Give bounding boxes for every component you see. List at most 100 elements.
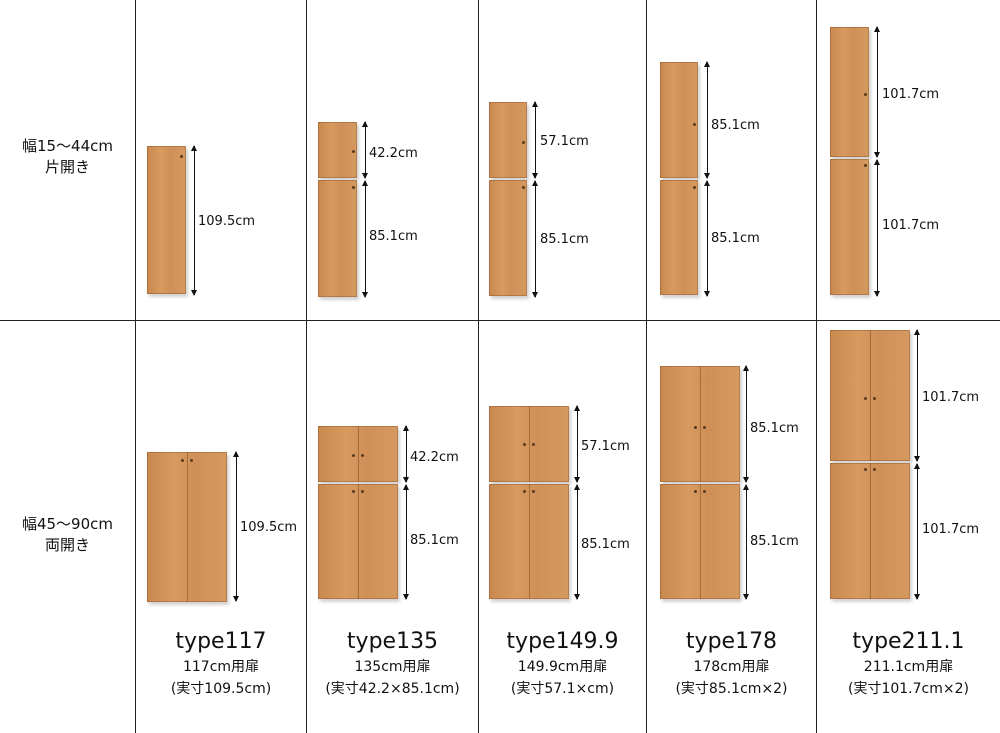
dimension-arrow bbox=[403, 425, 409, 483]
door-knob bbox=[181, 459, 184, 462]
door-knob bbox=[532, 443, 535, 446]
dimension-arrow bbox=[191, 145, 197, 296]
door-panel bbox=[318, 180, 357, 297]
dimension-label: 42.2cm bbox=[410, 450, 459, 466]
dimension-arrow bbox=[743, 484, 749, 600]
door-panel bbox=[830, 159, 869, 295]
door-knob bbox=[523, 490, 526, 493]
door-panel-pair bbox=[147, 452, 227, 602]
dimension-arrow bbox=[574, 405, 580, 483]
type-subtitle: 135cm用扉 bbox=[354, 659, 431, 675]
door-panel bbox=[830, 27, 869, 157]
type-name: type211.1 bbox=[852, 629, 965, 654]
door-panel bbox=[147, 146, 186, 294]
dimension-label: 57.1cm bbox=[581, 439, 630, 455]
door-knob bbox=[694, 490, 697, 493]
grid-divider bbox=[646, 0, 647, 733]
row-label-double: 幅45～90cm 両開き bbox=[0, 514, 135, 556]
door-knob bbox=[180, 155, 183, 158]
door-knob bbox=[864, 93, 867, 96]
grid-divider bbox=[478, 0, 479, 733]
type-actual-size: (実寸42.2×85.1cm) bbox=[325, 681, 460, 697]
type-name: type135 bbox=[346, 629, 439, 654]
dimension-label: 42.2cm bbox=[369, 146, 418, 162]
dimension-arrow bbox=[704, 180, 710, 297]
dimension-label: 85.1cm bbox=[711, 118, 760, 134]
dimension-arrow bbox=[362, 121, 368, 179]
door-knob bbox=[352, 150, 355, 153]
row-label-type: 片開き bbox=[44, 158, 90, 176]
type-actual-size: (実寸109.5cm) bbox=[170, 681, 272, 697]
dimension-arrow bbox=[914, 329, 920, 462]
dimension-label: 85.1cm bbox=[369, 229, 418, 245]
type-name: type178 bbox=[685, 629, 778, 654]
dimension-label: 85.1cm bbox=[750, 534, 799, 550]
door-panel-pair bbox=[318, 426, 398, 482]
dimension-label: 85.1cm bbox=[540, 232, 589, 248]
door-knob bbox=[361, 490, 364, 493]
door-panel bbox=[489, 180, 527, 296]
door-knob bbox=[703, 426, 706, 429]
door-panel bbox=[489, 102, 527, 178]
type-subtitle: 178cm用扉 bbox=[693, 659, 770, 675]
door-knob bbox=[864, 164, 867, 167]
type-caption: type178 178cm用扉 (実寸85.1cm×2) bbox=[647, 628, 816, 700]
door-knob bbox=[190, 459, 193, 462]
door-panel bbox=[318, 122, 357, 178]
dimension-arrow bbox=[403, 484, 409, 600]
door-panel bbox=[660, 180, 698, 295]
type-subtitle: 117cm用扉 bbox=[182, 659, 260, 675]
type-actual-size: (実寸85.1cm×2) bbox=[675, 681, 788, 697]
type-caption: type211.1 211.1cm用扉 (実寸101.7cm×2) bbox=[817, 628, 1000, 700]
dimension-label: 57.1cm bbox=[540, 134, 589, 150]
door-knob bbox=[522, 141, 525, 144]
door-knob bbox=[693, 123, 696, 126]
door-knob bbox=[703, 490, 706, 493]
dimension-arrow bbox=[574, 484, 580, 600]
door-knob bbox=[693, 186, 696, 189]
door-panel-pair bbox=[318, 484, 398, 599]
dimension-arrow bbox=[874, 26, 880, 158]
dimension-arrow bbox=[362, 180, 368, 298]
type-caption: type135 135cm用扉 (実寸42.2×85.1cm) bbox=[307, 628, 478, 700]
dimension-arrow bbox=[914, 463, 920, 600]
door-panel bbox=[660, 62, 698, 178]
type-caption: type149.9 149.9cm用扉 (実寸57.1×cm) bbox=[479, 628, 646, 700]
dimension-arrow bbox=[532, 101, 538, 179]
row-label-width: 幅15～44cm bbox=[21, 137, 114, 155]
type-actual-size: (実寸101.7cm×2) bbox=[848, 681, 969, 697]
grid-divider bbox=[0, 320, 1000, 321]
dimension-label: 109.5cm bbox=[198, 214, 256, 230]
grid-divider bbox=[306, 0, 307, 733]
type-subtitle: 149.9cm用扉 bbox=[517, 659, 608, 675]
dimension-label: 109.5cm bbox=[240, 520, 298, 536]
dimension-label: 101.7cm bbox=[882, 87, 940, 103]
dimension-label: 85.1cm bbox=[711, 231, 760, 247]
dimension-label: 85.1cm bbox=[410, 533, 459, 549]
dimension-arrow bbox=[704, 61, 710, 179]
door-panel-pair bbox=[660, 366, 740, 482]
grid-divider bbox=[135, 0, 136, 733]
door-knob bbox=[532, 490, 535, 493]
dimension-label: 101.7cm bbox=[922, 390, 980, 406]
door-knob bbox=[523, 443, 526, 446]
type-name: type117 bbox=[175, 629, 267, 654]
grid-divider bbox=[816, 0, 817, 733]
dimension-label: 85.1cm bbox=[750, 421, 799, 437]
dimension-label: 101.7cm bbox=[882, 218, 940, 234]
row-label-single: 幅15～44cm 片開き bbox=[0, 136, 135, 178]
door-knob bbox=[352, 454, 355, 457]
door-panel-pair bbox=[660, 484, 740, 599]
door-knob bbox=[864, 468, 867, 471]
door-knob bbox=[352, 186, 355, 189]
door-panel-pair bbox=[830, 330, 910, 461]
dimension-label: 85.1cm bbox=[581, 537, 630, 553]
type-actual-size: (実寸57.1×cm) bbox=[510, 681, 615, 697]
door-knob bbox=[522, 186, 525, 189]
door-knob bbox=[864, 397, 867, 400]
type-subtitle: 211.1cm用扉 bbox=[863, 659, 954, 675]
dimension-arrow bbox=[233, 451, 239, 602]
row-label-width: 幅45～90cm bbox=[21, 515, 114, 533]
dimension-arrow bbox=[743, 365, 749, 483]
row-label-type: 両開き bbox=[44, 536, 90, 554]
